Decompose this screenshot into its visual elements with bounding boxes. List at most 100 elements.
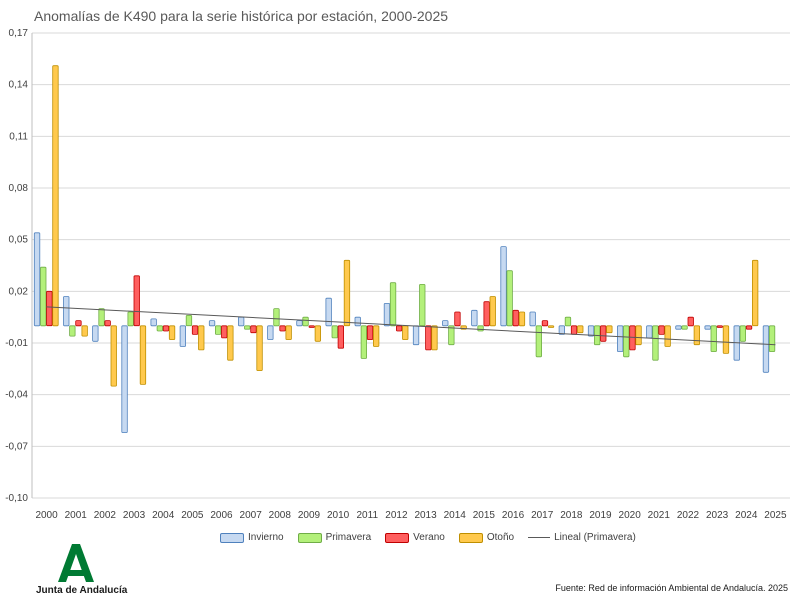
bar-verano-2021 <box>658 325 665 335</box>
y-tick-label: 0,05 <box>9 235 29 246</box>
logo-text: Junta de Andalucía <box>36 585 128 596</box>
x-tick-label: 2023 <box>706 510 729 521</box>
bar-otono-2007 <box>256 325 263 371</box>
legend-label-invierno: Invierno <box>248 532 284 543</box>
bar-invierno-2014 <box>442 320 449 327</box>
bar-primavera-2024 <box>739 325 746 342</box>
y-tick-label: -0,01 <box>5 338 28 349</box>
bar-primavera-2018 <box>564 316 572 327</box>
bar-primavera-2016 <box>506 270 513 327</box>
bar-primavera-2021 <box>652 325 659 361</box>
y-axis-ticks: 0,17 0,14 0,11 0,08 0,05 0,02 -0,01 -0,04 -0,07 -… <box>5 28 28 504</box>
legend-swatch-otono <box>458 532 483 543</box>
bar-otono-2015 <box>489 296 496 327</box>
bar-primavera-2007 <box>244 325 251 330</box>
legend-swatch-primavera <box>297 532 322 543</box>
bar-otono-2024 <box>752 259 759 327</box>
bar-verano-2016 <box>512 309 519 327</box>
bar-otono-2013 <box>431 325 438 351</box>
x-tick-label: 2014 <box>444 510 467 521</box>
legend-label-verano: Verano <box>413 532 445 543</box>
bar-primavera-2010 <box>331 325 338 339</box>
bar-primavera-2017 <box>535 325 542 358</box>
legend-label-trend: Lineal (Primavera) <box>554 532 636 543</box>
x-tick-label: 2016 <box>502 510 525 521</box>
bar-otono-2018 <box>577 325 584 334</box>
y-tick-label: 0,14 <box>9 80 29 91</box>
bar-otono-2006 <box>227 325 234 361</box>
chart-title: Anomalías de K490 para la serie históric… <box>34 8 449 24</box>
bar-otono-2001 <box>81 325 88 337</box>
bar-verano-2023 <box>716 325 723 328</box>
bar-invierno-2012 <box>383 302 391 327</box>
legend-label-otono: Otoño <box>486 532 515 543</box>
x-tick-label: 2021 <box>648 510 671 521</box>
bar-verano-2017 <box>541 320 549 327</box>
legend-swatch-invierno <box>220 532 244 543</box>
y-tick-label: -0,07 <box>5 441 28 452</box>
bar-verano-2015 <box>483 301 490 327</box>
x-tick-label: 2010 <box>327 510 350 521</box>
bar-invierno-2021 <box>646 325 653 339</box>
legend-item-trend: Lineal (Primavera) <box>528 532 636 543</box>
bar-verano-2019 <box>600 325 607 342</box>
bar-verano-2004 <box>162 325 170 332</box>
bar-verano-2009 <box>308 325 315 328</box>
bar-verano-2024 <box>745 325 753 330</box>
bar-invierno-2006 <box>208 320 216 327</box>
legend-item-otono: Otoño <box>458 532 515 543</box>
bar-primavera-2000 <box>40 266 47 327</box>
bar-invierno-2018 <box>558 325 565 335</box>
bar-invierno-2020 <box>617 325 624 352</box>
bar-primavera-2015 <box>477 325 484 332</box>
bar-invierno-2009 <box>296 320 303 327</box>
x-tick-label: 2009 <box>298 510 321 521</box>
x-tick-label: 2001 <box>65 510 88 521</box>
x-tick-label: 2025 <box>764 510 787 521</box>
bar-invierno-2011 <box>354 316 361 327</box>
grid-lines <box>31 32 790 499</box>
bar-verano-2005 <box>191 325 199 335</box>
x-tick-label: 2008 <box>269 510 292 521</box>
bars <box>33 65 776 433</box>
junta-andalucia-logo-mark <box>58 544 94 582</box>
bar-otono-2000 <box>52 65 59 327</box>
y-tick-label: 0,02 <box>9 286 29 297</box>
source-note: Fuente: Red de información Ambiental de … <box>555 583 788 593</box>
legend-item-verano: Verano <box>385 532 445 543</box>
bar-invierno-2010 <box>325 297 332 327</box>
bar-otono-2021 <box>664 325 671 347</box>
bar-verano-2007 <box>250 325 257 334</box>
y-tick-label: -0,04 <box>5 390 28 401</box>
bar-primavera-2006 <box>214 325 222 335</box>
bar-invierno-2005 <box>179 325 187 347</box>
x-tick-label: 2006 <box>210 510 233 521</box>
bar-primavera-2022 <box>681 325 688 330</box>
bar-primavera-2012 <box>389 282 397 327</box>
x-tick-label: 2024 <box>735 510 758 521</box>
bar-primavera-2001 <box>69 325 76 337</box>
legend-item-primavera: Primavera <box>297 532 371 543</box>
bar-verano-2010 <box>337 325 345 349</box>
trend-line <box>46 306 776 346</box>
x-tick-label: 2011 <box>357 510 379 521</box>
bar-verano-2012 <box>395 325 403 332</box>
bar-primavera-2008 <box>273 308 280 327</box>
bar-otono-2020 <box>635 325 642 346</box>
bar-primavera-2014 <box>448 325 455 346</box>
bar-invierno-2008 <box>267 325 274 340</box>
legend-swatch-verano <box>385 532 410 543</box>
x-tick-label: 2002 <box>94 510 117 521</box>
bar-otono-2017 <box>547 325 555 328</box>
x-tick-label: 2018 <box>560 510 583 521</box>
bar-otono-2010 <box>343 259 351 327</box>
y-tick-label: 0,17 <box>9 28 29 39</box>
bar-invierno-2016 <box>500 246 507 327</box>
x-tick-label: 2017 <box>531 510 554 521</box>
bar-verano-2013 <box>425 325 432 351</box>
bar-invierno-2007 <box>237 316 245 327</box>
x-tick-label: 2020 <box>619 510 642 521</box>
bar-primavera-2020 <box>623 325 630 358</box>
bar-primavera-2004 <box>156 325 164 332</box>
x-tick-label: 2012 <box>385 510 408 521</box>
